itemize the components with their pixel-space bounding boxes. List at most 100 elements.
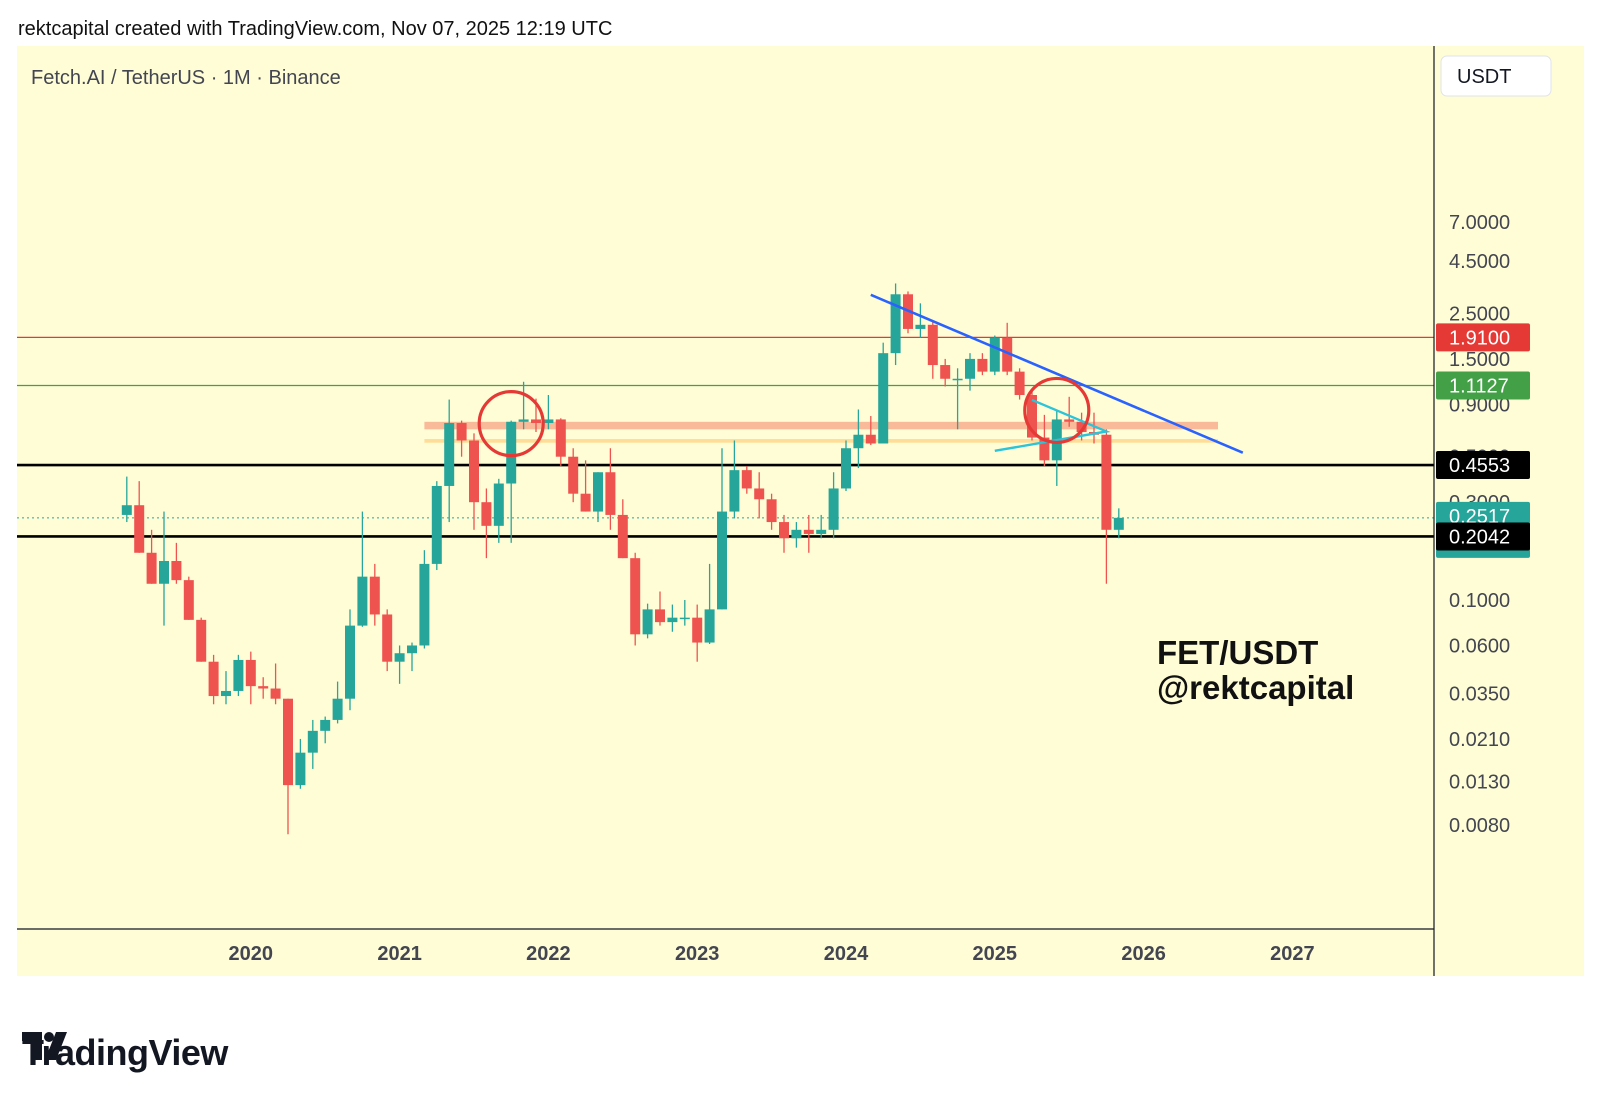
candle-body (568, 456, 579, 494)
price-tick-label: 0.0080 (1449, 815, 1510, 837)
candle-body (196, 619, 207, 662)
candle (1064, 396, 1075, 427)
price-label: 0.4553 (1436, 451, 1530, 480)
candle (667, 604, 678, 632)
candle (121, 476, 132, 523)
candle-body (940, 365, 951, 379)
candle (841, 440, 851, 492)
candle (989, 335, 1000, 376)
candle-body (208, 661, 219, 697)
candle (741, 466, 752, 494)
candle (134, 481, 145, 553)
candle-body (1027, 395, 1037, 438)
price-tick-label: 0.0350 (1449, 683, 1510, 705)
candle-body (965, 358, 975, 379)
candle-body (952, 378, 963, 381)
candle (605, 448, 616, 530)
candle-body (307, 730, 318, 753)
candle (915, 303, 926, 338)
time-axis: 2020 2021 2022 2023 2024 2025 2026 2027 (229, 943, 1315, 965)
candle-body (766, 499, 777, 523)
candle-body (394, 653, 405, 662)
candle-body (717, 511, 727, 610)
candle (630, 552, 641, 646)
candle (729, 440, 740, 519)
candle-body (841, 448, 851, 489)
candle (692, 604, 703, 662)
candle-body (1039, 437, 1050, 461)
candle (977, 353, 988, 376)
price-label: 1.1127 (1436, 371, 1530, 400)
candle (890, 283, 901, 366)
candle-body (469, 440, 479, 503)
candle-body (171, 560, 182, 581)
candle-body (183, 580, 194, 620)
price-tick-label: 0.0130 (1449, 772, 1510, 794)
candle-body (221, 690, 231, 697)
candle (568, 448, 579, 503)
candle-body (977, 358, 988, 372)
candle-body (233, 659, 244, 691)
candle-body (754, 488, 765, 500)
candle-body (481, 502, 492, 526)
candle (307, 719, 318, 769)
candle (865, 415, 876, 446)
currency-button[interactable]: USDT (1440, 55, 1552, 97)
candle-body (791, 529, 802, 539)
candle (258, 677, 269, 699)
price-label-box (1436, 371, 1530, 400)
currency-button-label: USDT (1457, 66, 1511, 88)
candle (1002, 322, 1013, 376)
candle-body (704, 609, 715, 643)
year-tick-label: 2020 (229, 943, 274, 965)
candle-body (121, 505, 132, 515)
candle-body (593, 472, 603, 512)
price-label-value: 0.2042 (1449, 526, 1510, 548)
candle (481, 488, 492, 559)
candle (617, 499, 628, 559)
candle-body (865, 434, 876, 444)
candle (270, 663, 281, 705)
candlestick-chart[interactable]: 7.00004.50002.50001.50000.90000.50000.30… (17, 46, 1584, 996)
candle-body (1101, 434, 1112, 530)
candle-body (258, 686, 269, 689)
candle (878, 342, 889, 444)
candle-body (692, 617, 703, 643)
candle (679, 600, 690, 626)
candle-body (667, 617, 678, 623)
price-label-value: 0.2517 (1449, 506, 1510, 528)
resistance-zone-band (424, 439, 1218, 443)
candle-body (828, 488, 839, 530)
tradingview-logo-icon (22, 1032, 67, 1060)
candle (952, 368, 963, 430)
candle-body (444, 423, 455, 486)
descending-trendline (870, 293, 1244, 454)
candle-body (332, 698, 343, 720)
candle-body (146, 552, 157, 584)
candle (506, 420, 517, 543)
candle-body (245, 659, 256, 687)
candle (791, 522, 802, 548)
year-tick-label: 2024 (824, 943, 869, 965)
candle (332, 681, 343, 724)
candle (779, 514, 789, 553)
drawings (477, 293, 1244, 458)
tradingview-logo[interactable]: TradingView (22, 1032, 228, 1074)
candle (456, 420, 467, 457)
price-label-value: 1.9100 (1449, 327, 1510, 349)
candle (555, 418, 566, 467)
candle-body (1002, 337, 1013, 372)
candle (159, 511, 169, 626)
price-tick-label: 2.5000 (1449, 303, 1510, 325)
candle-body (605, 472, 616, 515)
candle-body (543, 419, 554, 424)
candle (357, 511, 368, 627)
candle-body (617, 514, 628, 559)
year-tick-label: 2026 (1121, 943, 1166, 965)
price-label-box (1436, 323, 1530, 352)
candle-body (890, 294, 901, 354)
candle (580, 460, 591, 512)
candle (183, 576, 194, 620)
chart-frame[interactable]: 7.00004.50002.50001.50000.90000.50000.30… (17, 46, 1584, 996)
candle-body (580, 493, 591, 512)
